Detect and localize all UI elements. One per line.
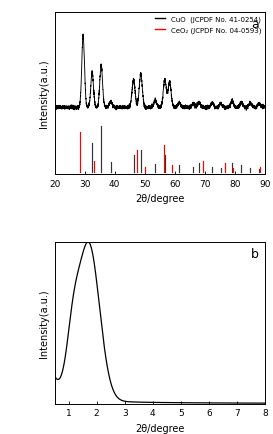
X-axis label: 2θ/degree: 2θ/degree [135, 194, 184, 204]
X-axis label: 2θ/degree: 2θ/degree [135, 423, 184, 433]
Y-axis label: Intensity(a.u.): Intensity(a.u.) [39, 59, 49, 128]
Text: a: a [251, 18, 259, 31]
Legend: CuO  (JCPDF No. 41-0254), CeO₂ (JCPDF No. 04-0593): CuO (JCPDF No. 41-0254), CeO₂ (JCPDF No.… [153, 15, 263, 35]
Text: b: b [251, 247, 259, 260]
Y-axis label: Intensity(a.u.): Intensity(a.u.) [39, 289, 49, 357]
